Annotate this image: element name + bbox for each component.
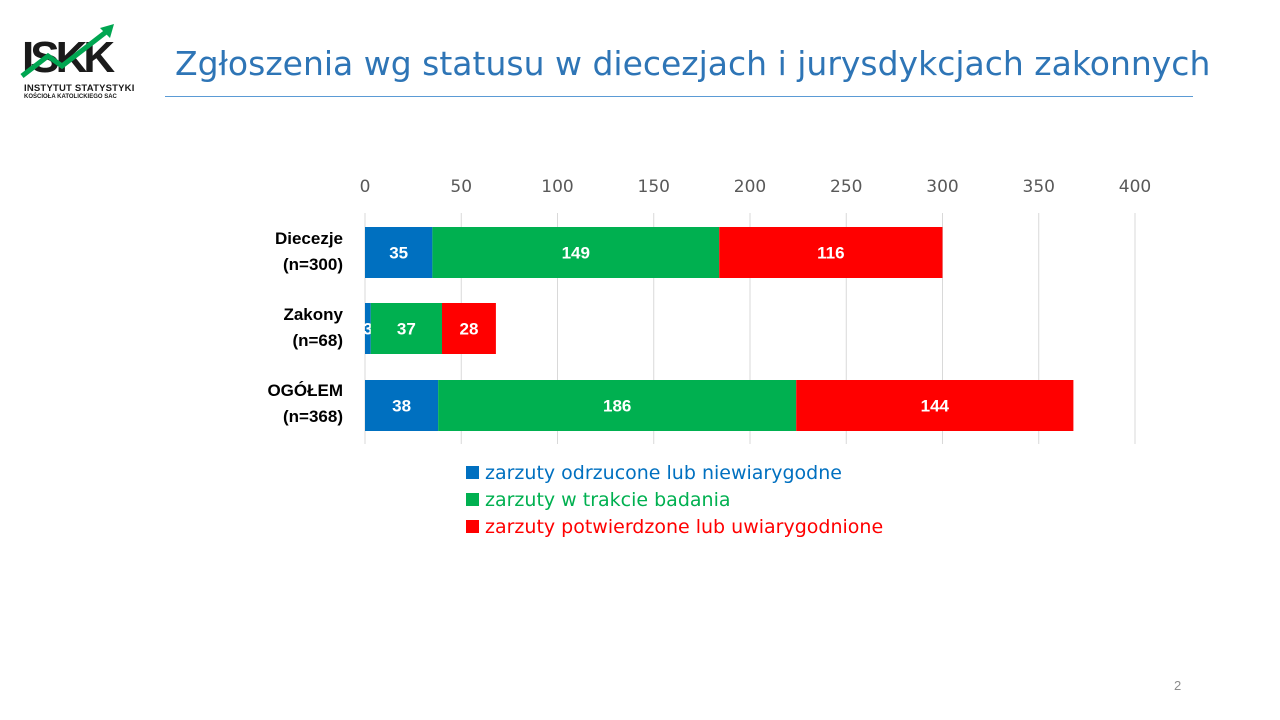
bar-segment [719, 227, 943, 278]
legend-label: zarzuty w trakcie badania [485, 488, 731, 511]
data-label: 116 [817, 244, 844, 263]
legend-swatch [466, 466, 479, 479]
bar-segment [442, 303, 496, 354]
legend-item: zarzuty potwierdzone lub uwiarygodnione [466, 513, 883, 540]
bar-segment [370, 303, 442, 354]
bar-segment [438, 380, 797, 431]
category-label: Zakony [283, 305, 343, 324]
data-label: 144 [921, 397, 950, 416]
logo-arrow-head [100, 24, 114, 38]
x-tick-label: 150 [638, 177, 670, 197]
page-number: 2 [1174, 678, 1182, 693]
bar-segment [432, 227, 720, 278]
slide-title: Zgłoszenia wg statusu w diecezjach i jur… [175, 44, 1211, 83]
x-tick-label: 250 [830, 177, 862, 197]
data-label: 37 [397, 320, 416, 339]
data-label: 3 [363, 320, 372, 339]
x-tick-label: 300 [926, 177, 958, 197]
legend-label: zarzuty potwierdzone lub uwiarygodnione [485, 515, 884, 538]
bar-segment [365, 227, 433, 278]
data-label: 35 [389, 244, 408, 263]
iskk-logo: ISKK INSTYTUT STATYSTYKI KOŚCIOŁA KATOLI… [20, 20, 134, 104]
legend-label: zarzuty odrzucone lub niewiarygodne [485, 461, 842, 484]
legend-swatch [466, 520, 479, 533]
bar-segment [365, 303, 371, 354]
category-label: (n=300) [283, 255, 343, 274]
x-tick-label: 350 [1023, 177, 1055, 197]
x-tick-label: 0 [360, 177, 371, 197]
x-tick-label: 400 [1119, 177, 1151, 197]
logo-mark: ISKK [20, 24, 119, 82]
data-label: 186 [603, 397, 631, 416]
category-label: Diecezje [275, 229, 343, 248]
logo-arrow-icon [20, 30, 108, 78]
category-label: (n=68) [292, 331, 343, 350]
category-label: (n=368) [283, 407, 343, 426]
logo-line-1: INSTYTUT STATYSTYKI [24, 83, 135, 94]
bar-segment [365, 380, 439, 431]
logo-line-2: KOŚCIOŁA KATOLICKIEGO SAC [24, 94, 117, 100]
x-tick-label: 200 [734, 177, 766, 197]
x-tick-label: 100 [541, 177, 573, 197]
category-label: OGÓŁEM [267, 381, 343, 400]
legend-swatch [466, 493, 479, 506]
data-label: 28 [459, 320, 478, 339]
title-divider [165, 96, 1193, 97]
x-tick-label: 50 [450, 177, 472, 197]
legend-item: zarzuty w trakcie badania [466, 486, 883, 513]
data-label: 38 [392, 397, 411, 416]
chart-legend: zarzuty odrzucone lub niewiarygodne zarzu… [466, 459, 883, 540]
legend-item: zarzuty odrzucone lub niewiarygodne [466, 459, 883, 486]
data-label: 149 [562, 244, 590, 263]
bar-segment [796, 380, 1074, 431]
